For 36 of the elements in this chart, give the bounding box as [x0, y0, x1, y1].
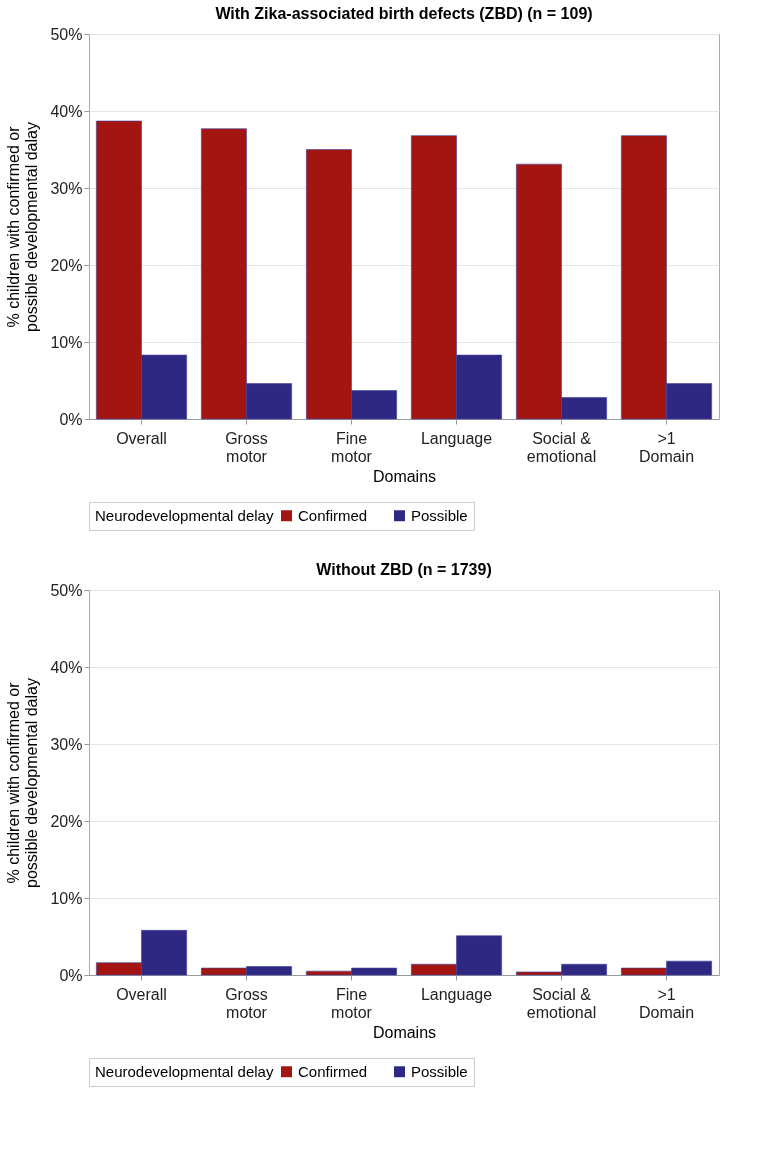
x-tick-label: >1 Domain [638, 985, 695, 1021]
x-tick-label: >1 Domain [638, 429, 695, 465]
x-tick-label: Gross motor [225, 985, 268, 1021]
legend-label: Possible [411, 1062, 468, 1080]
legend-title: Neurodevelopmental delay [95, 1063, 274, 1080]
y-tick-label: 40% [50, 658, 83, 676]
chart-title: Without ZBD (n = 1739) [316, 561, 492, 578]
x-tick-label: Overall [116, 429, 167, 447]
y-tick-label: 50% [50, 25, 83, 43]
y-tick-label: 30% [50, 179, 83, 197]
legend-label: Confirmed [298, 1062, 368, 1080]
x-tick-label: Language [420, 429, 493, 447]
x-tick-label: Fine motor [331, 985, 373, 1021]
x-tick-label: Language [420, 985, 493, 1003]
y-tick-label: 20% [50, 256, 83, 274]
y-tick-label: 20% [50, 812, 83, 830]
y-axis-title: % children with confirmed or possible developmental dalay [5, 678, 41, 888]
x-tick-label: Fine motor [331, 429, 373, 465]
x-tick-label: Overall [116, 985, 167, 1003]
y-tick-label: 50% [50, 581, 83, 599]
x-axis-title: Domains [372, 1023, 437, 1041]
x-tick-label: Social & emotional [526, 429, 597, 465]
y-tick-label: 10% [50, 889, 83, 907]
x-tick-label: Gross motor [225, 429, 268, 465]
y-tick-label: 0% [59, 410, 83, 428]
legend-label: Confirmed [298, 506, 368, 524]
x-tick-label: Social & emotional [526, 985, 597, 1021]
y-tick-label: 30% [50, 735, 83, 753]
x-axis-title: Domains [372, 467, 437, 485]
y-tick-label: 10% [50, 333, 83, 351]
y-tick-label: 40% [50, 102, 83, 120]
chart-title: With Zika-associated birth defects (ZBD) (n = 109) [215, 5, 593, 22]
y-tick-label: 0% [59, 966, 83, 984]
y-axis-title: % children with confirmed or possible developmental dalay [5, 122, 41, 332]
legend-title: Neurodevelopmental delay [95, 507, 274, 524]
legend-label: Possible [411, 506, 468, 524]
